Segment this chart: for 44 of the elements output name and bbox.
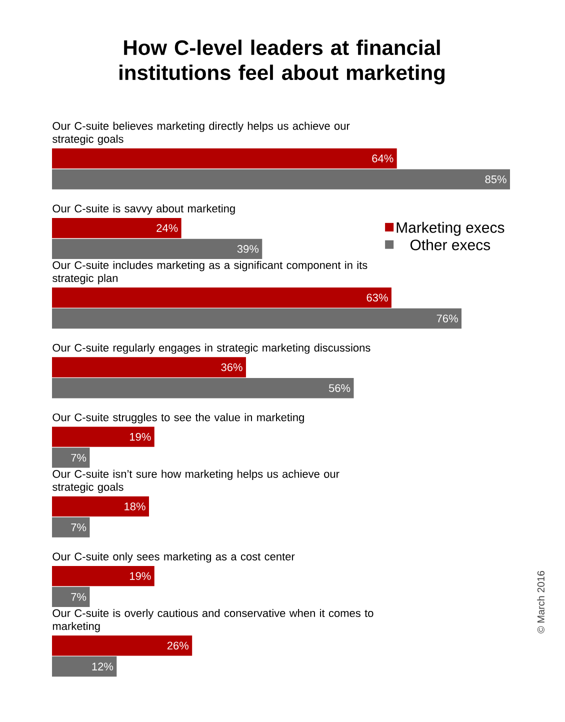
data-label: 85% — [485, 175, 506, 184]
bar — [52, 636, 192, 656]
y-tick-label: Our C-suite only sees marketing as a cost center — [52, 552, 295, 563]
data-label: 26% — [167, 642, 188, 650]
data-label: 24% — [156, 224, 178, 232]
data-label: 7% — [71, 523, 86, 532]
bar — [52, 169, 510, 190]
y-tick-label: Our C-suite believes marketing directly helps us achieve our strategic goals — [52, 122, 350, 145]
y-tick-label: Our C-suite is overly cautious and conservative when it comes to marketing — [52, 608, 374, 632]
data-label: 18% — [124, 502, 146, 510]
bar — [52, 426, 154, 447]
y-tick-label: Our C-suite isn’t sure how marketing helps us achieve our strategic goals — [52, 470, 340, 494]
chart-title: How C-level leaders at financial institutions feel about marketing — [120, 40, 445, 84]
bar — [52, 218, 182, 238]
bar — [52, 308, 462, 329]
bar — [52, 517, 90, 538]
data-label: 7% — [71, 454, 86, 462]
bar — [52, 656, 117, 677]
y-tick-label: Our C-suite struggles to see the value in marketing — [52, 413, 304, 424]
y-tick-label: Our C-suite is savvy about marketing — [52, 204, 235, 215]
legend-label: Other execs — [410, 239, 490, 250]
bar — [52, 378, 354, 398]
legend-label: Marketing execs — [396, 222, 504, 236]
data-label: 76% — [436, 314, 458, 322]
data-label: 19% — [130, 572, 151, 580]
text: © March 2016 — [537, 570, 544, 634]
y-tick-label: Our C-suite regularly engages in strategic marketing discussions — [52, 344, 370, 354]
data-label: 39% — [237, 245, 259, 253]
bar — [52, 566, 154, 586]
data-label: 7% — [71, 593, 86, 601]
data-label: 56% — [328, 384, 350, 392]
bar — [52, 357, 246, 378]
data-label: 63% — [366, 294, 388, 302]
data-label: 12% — [92, 662, 114, 670]
bar — [52, 586, 90, 608]
data-label: 19% — [130, 432, 151, 441]
data-label: 64% — [372, 154, 394, 162]
bar — [52, 148, 397, 169]
bar — [52, 288, 392, 308]
data-label: 36% — [221, 363, 242, 372]
bar — [52, 496, 149, 517]
bar — [52, 238, 262, 260]
bar — [52, 448, 90, 468]
y-tick-label: Our C-suite includes marketing as a significant component in its strategic plan — [52, 260, 368, 284]
